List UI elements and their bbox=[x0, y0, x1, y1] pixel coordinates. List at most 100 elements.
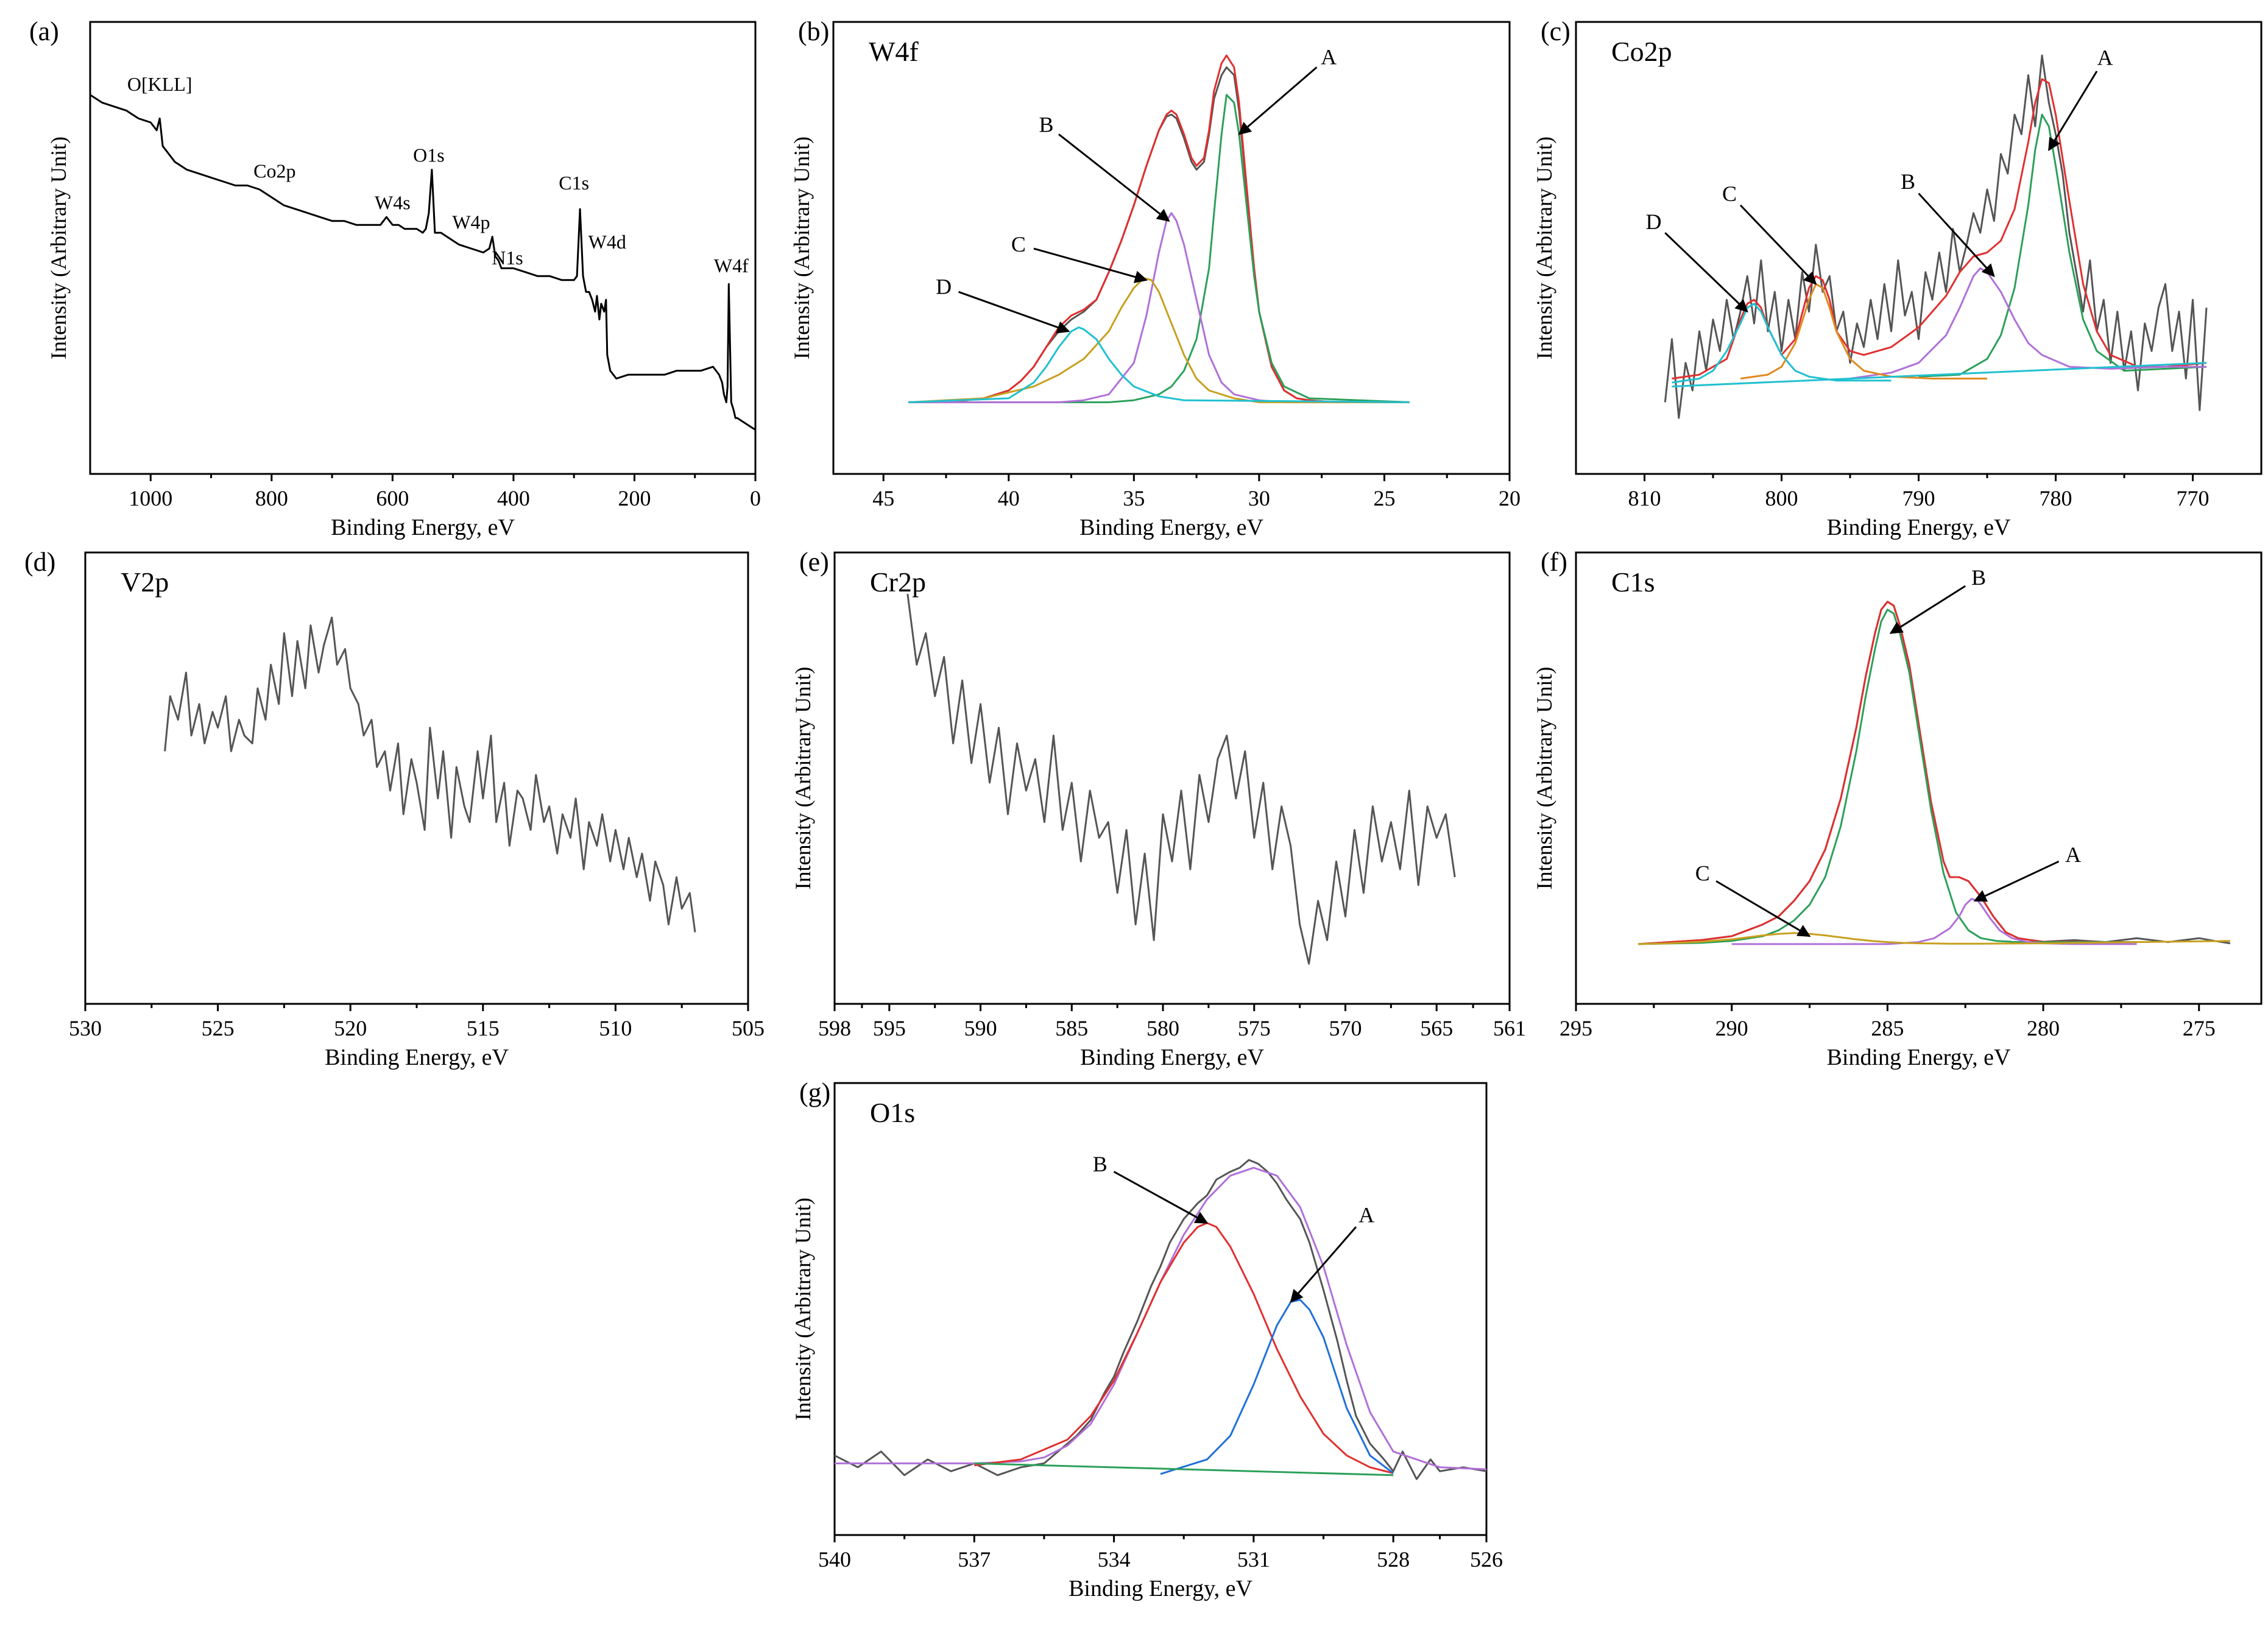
x-tick-label: 531 bbox=[1237, 1547, 1270, 1572]
peak-label: N1s bbox=[492, 247, 523, 269]
panel-d: 530 525 520 515 510 505 Binding Energy, eV (d) V… bbox=[24, 547, 765, 1070]
annotation-arrow bbox=[1918, 192, 1995, 277]
y-axis-label: Intensity (Arbitrary Unit) bbox=[790, 136, 814, 359]
series-baseline bbox=[1672, 362, 2207, 387]
annotation-arrow bbox=[958, 291, 1070, 334]
x-tick-label: 280 bbox=[2027, 1016, 2060, 1040]
panel-f: 295 290 285 280 275 Binding Energy, eV Intensi… bbox=[1532, 547, 2263, 1070]
x-axis-label: Binding Energy, eV bbox=[331, 515, 515, 540]
x-tick-label: 590 bbox=[964, 1016, 997, 1040]
peak-label: W4f bbox=[714, 255, 749, 277]
series-envelope bbox=[1638, 601, 2137, 945]
annotation-arrow bbox=[1058, 133, 1170, 222]
x-axis-label: Binding Energy, eV bbox=[1827, 515, 2011, 540]
x-tick-label: 275 bbox=[2183, 1016, 2216, 1040]
component-label: B bbox=[1093, 1152, 1108, 1176]
component-label: A bbox=[1321, 44, 1337, 69]
annotation-arrow bbox=[1715, 880, 1811, 937]
panel-label: (e) bbox=[799, 547, 829, 577]
annotation-arrow bbox=[1238, 66, 1318, 135]
component-label: C bbox=[1695, 861, 1710, 885]
series-baseline bbox=[974, 1462, 1394, 1477]
annotation-arrow bbox=[1290, 1226, 1357, 1303]
x-tick-label: 810 bbox=[1628, 486, 1661, 510]
x-tick-label: 0 bbox=[750, 486, 761, 510]
series-a bbox=[1160, 1299, 1394, 1475]
component-label: D bbox=[936, 274, 952, 298]
component-label: A bbox=[1358, 1203, 1374, 1227]
series-raw bbox=[1664, 54, 2208, 419]
panel-title: C1s bbox=[1611, 566, 1655, 598]
x-tick-label: 520 bbox=[334, 1016, 367, 1040]
annotation-arrow bbox=[1739, 204, 1817, 285]
panel-c: 810 800 790 780 770 Binding Energy, eV Intensi… bbox=[1532, 16, 2263, 540]
x-tick-label: 770 bbox=[2177, 486, 2210, 510]
plot-frame bbox=[833, 1082, 1488, 1536]
x-tick-label: 528 bbox=[1377, 1547, 1410, 1572]
series-envelope bbox=[835, 1166, 1487, 1470]
panel-g: 540 537 534 531 528 526 Binding Energy, eV Inte… bbox=[791, 1078, 1503, 1601]
x-tick-label: 600 bbox=[376, 486, 409, 510]
panel-label: (g) bbox=[799, 1078, 830, 1107]
component-label: A bbox=[2065, 842, 2081, 867]
y-axis-label: Intensity (Arbitrary Unit) bbox=[1532, 667, 1556, 890]
x-tick-label: 30 bbox=[1248, 486, 1270, 510]
component-label: C bbox=[1011, 232, 1026, 256]
panel-label: (f) bbox=[1541, 547, 1567, 577]
series-c bbox=[908, 277, 1410, 403]
series-d bbox=[1672, 303, 1892, 384]
plot-frame bbox=[833, 551, 1511, 1005]
x-tick-label: 525 bbox=[202, 1016, 235, 1040]
x-tick-label: 534 bbox=[1098, 1547, 1131, 1572]
series-raw bbox=[164, 616, 696, 933]
plot-frame bbox=[832, 21, 1511, 475]
annotation-arrow bbox=[2047, 71, 2098, 152]
series-envelope bbox=[1672, 78, 2207, 379]
peak-label: W4s bbox=[375, 191, 411, 213]
x-tick-label: 580 bbox=[1146, 1016, 1179, 1040]
x-tick-label: 530 bbox=[69, 1016, 102, 1040]
y-axis-label: Intensity (Arbitrary Unit) bbox=[1532, 136, 1556, 359]
panel-label: (d) bbox=[24, 547, 55, 577]
panel-title: V2p bbox=[121, 566, 169, 598]
x-tick-label: 1000 bbox=[129, 486, 172, 510]
x-tick-label: 595 bbox=[873, 1016, 906, 1040]
x-tick-label: 598 bbox=[818, 1016, 851, 1040]
x-axis-label: Binding Energy, eV bbox=[1079, 515, 1263, 540]
x-tick-label: 780 bbox=[2040, 486, 2072, 510]
series-raw bbox=[834, 1159, 1487, 1480]
x-tick-label: 585 bbox=[1055, 1016, 1088, 1040]
x-tick-label: 800 bbox=[1765, 486, 1798, 510]
x-tick-label: 800 bbox=[255, 486, 288, 510]
x-tick-label: 565 bbox=[1420, 1016, 1453, 1040]
panel-b: 45 40 35 30 25 20 Binding Energy, eV Intensity … bbox=[790, 16, 1521, 540]
x-tick-label: 526 bbox=[1470, 1547, 1503, 1572]
x-tick-label: 540 bbox=[818, 1547, 851, 1572]
component-label: B bbox=[1039, 112, 1054, 136]
series-survey bbox=[90, 94, 756, 431]
x-axis-label: Binding Energy, eV bbox=[325, 1045, 509, 1070]
x-tick-label: 295 bbox=[1560, 1016, 1592, 1040]
annotation-arrow bbox=[1664, 232, 1748, 313]
y-axis-label: Intensity (Arbitrary Unit) bbox=[46, 136, 71, 359]
x-axis-label: Binding Energy, eV bbox=[1069, 1576, 1252, 1601]
panel-label: (b) bbox=[798, 16, 829, 46]
annotation-arrow bbox=[1973, 860, 2060, 902]
panel-label: (c) bbox=[1541, 16, 1570, 46]
x-axis-label: Binding Energy, eV bbox=[1827, 1045, 2011, 1070]
annotation-arrow bbox=[1113, 1171, 1209, 1224]
panel-title: O1s bbox=[870, 1097, 915, 1128]
x-tick-label: 510 bbox=[599, 1016, 632, 1040]
component-label: C bbox=[1722, 182, 1737, 206]
peak-label: W4d bbox=[588, 231, 626, 253]
plot-frame bbox=[1575, 551, 2263, 1005]
peak-label: O1s bbox=[413, 144, 445, 166]
x-tick-label: 790 bbox=[1902, 486, 1935, 510]
x-tick-label: 537 bbox=[958, 1547, 991, 1572]
x-tick-label: 200 bbox=[618, 486, 651, 510]
component-label: A bbox=[2097, 46, 2113, 70]
panel-title: Co2p bbox=[1611, 36, 1672, 67]
y-axis-label: Intensity (Arbitrary Unit) bbox=[791, 667, 815, 890]
series-d bbox=[908, 326, 1410, 403]
